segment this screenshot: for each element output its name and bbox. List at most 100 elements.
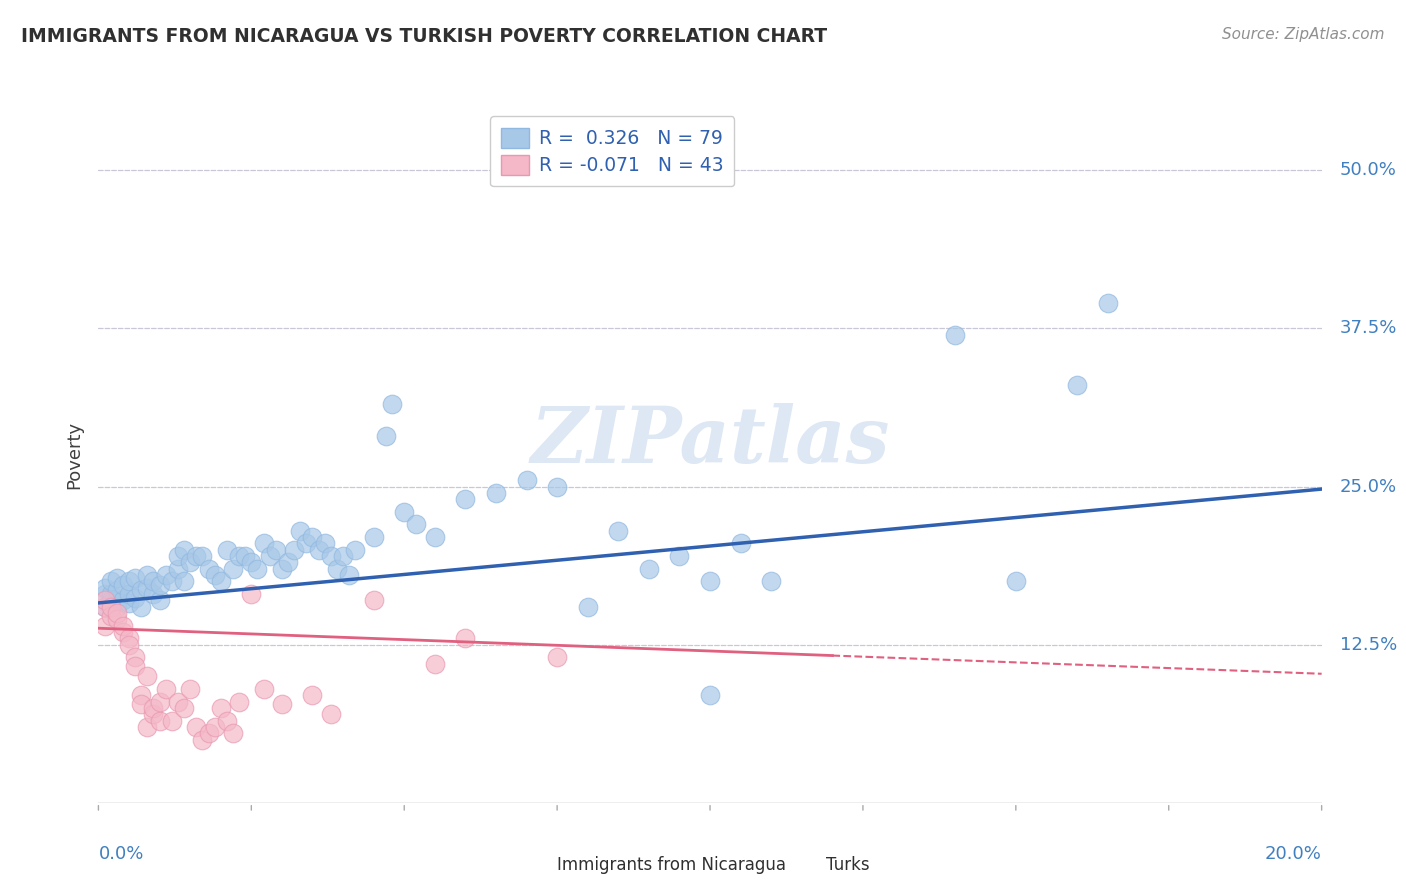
Point — [155, 681, 177, 696]
Point — [155, 568, 177, 582]
Point — [160, 714, 183, 728]
Point — [118, 587, 141, 601]
Point — [191, 549, 214, 563]
Point — [149, 714, 172, 728]
Point — [118, 596, 141, 610]
Point — [1004, 574, 1026, 589]
Point — [332, 549, 354, 563]
Point — [233, 549, 256, 563]
Point — [209, 574, 232, 589]
Point — [179, 681, 201, 696]
Point — [215, 542, 238, 557]
Point — [454, 492, 477, 507]
Point — [111, 593, 134, 607]
FancyBboxPatch shape — [783, 857, 818, 874]
FancyBboxPatch shape — [515, 857, 548, 874]
Point — [240, 556, 263, 570]
Text: 50.0%: 50.0% — [1340, 161, 1398, 179]
Point — [142, 587, 165, 601]
Point — [759, 574, 782, 589]
Point — [546, 650, 568, 665]
Point — [149, 578, 172, 592]
Point — [363, 530, 385, 544]
Point — [423, 657, 446, 671]
Point — [136, 581, 159, 595]
Text: 20.0%: 20.0% — [1265, 845, 1322, 863]
Point — [118, 632, 141, 646]
Point — [124, 591, 146, 605]
Point — [173, 574, 195, 589]
Point — [191, 732, 214, 747]
Point — [209, 701, 232, 715]
Point — [215, 714, 238, 728]
Point — [129, 583, 152, 598]
Point — [222, 562, 245, 576]
Point — [454, 632, 477, 646]
Point — [124, 650, 146, 665]
Text: Turks: Turks — [827, 856, 870, 874]
Point — [93, 599, 115, 614]
Point — [173, 542, 195, 557]
Text: Immigrants from Nicaragua: Immigrants from Nicaragua — [557, 856, 786, 874]
Point — [129, 688, 152, 702]
Point — [290, 524, 312, 538]
Point — [93, 599, 115, 614]
Point — [637, 562, 661, 576]
Point — [204, 568, 226, 582]
Point — [105, 599, 128, 614]
Point — [100, 593, 122, 607]
Point — [111, 578, 134, 592]
Point — [129, 697, 152, 711]
Point — [576, 599, 599, 614]
Point — [699, 574, 721, 589]
Point — [259, 549, 281, 563]
Point — [93, 618, 115, 632]
Point — [100, 587, 122, 601]
Point — [337, 568, 360, 582]
Point — [516, 473, 538, 487]
Point — [179, 556, 201, 570]
Point — [149, 593, 172, 607]
Point — [111, 618, 134, 632]
Point — [301, 530, 323, 544]
Point — [319, 549, 342, 563]
Point — [118, 574, 141, 589]
Point — [270, 562, 292, 576]
Point — [204, 720, 226, 734]
Point — [308, 542, 330, 557]
Point — [136, 669, 159, 683]
Point — [129, 599, 152, 614]
Point — [186, 549, 208, 563]
Point — [124, 571, 146, 585]
Point — [943, 327, 966, 342]
Point — [167, 695, 190, 709]
Text: 25.0%: 25.0% — [1340, 477, 1398, 496]
Point — [160, 574, 183, 589]
Point — [607, 524, 630, 538]
Point — [136, 568, 159, 582]
Point — [124, 659, 146, 673]
Point — [105, 571, 128, 585]
Point — [1066, 378, 1088, 392]
Legend: R =  0.326   N = 79, R = -0.071   N = 43: R = 0.326 N = 79, R = -0.071 N = 43 — [489, 117, 734, 186]
Text: Poverty: Poverty — [66, 421, 84, 489]
Point — [668, 549, 690, 563]
Point — [363, 593, 385, 607]
Point — [197, 726, 219, 740]
Point — [222, 726, 245, 740]
Point — [423, 530, 446, 544]
Point — [100, 608, 122, 623]
Text: 12.5%: 12.5% — [1340, 636, 1398, 654]
Point — [314, 536, 336, 550]
Point — [730, 536, 752, 550]
Point — [277, 556, 299, 570]
Point — [301, 688, 323, 702]
Point — [270, 697, 292, 711]
Point — [136, 720, 159, 734]
Point — [173, 701, 195, 715]
Point — [142, 574, 165, 589]
Point — [246, 562, 269, 576]
Point — [405, 517, 427, 532]
Text: 37.5%: 37.5% — [1340, 319, 1398, 337]
Point — [252, 536, 274, 550]
